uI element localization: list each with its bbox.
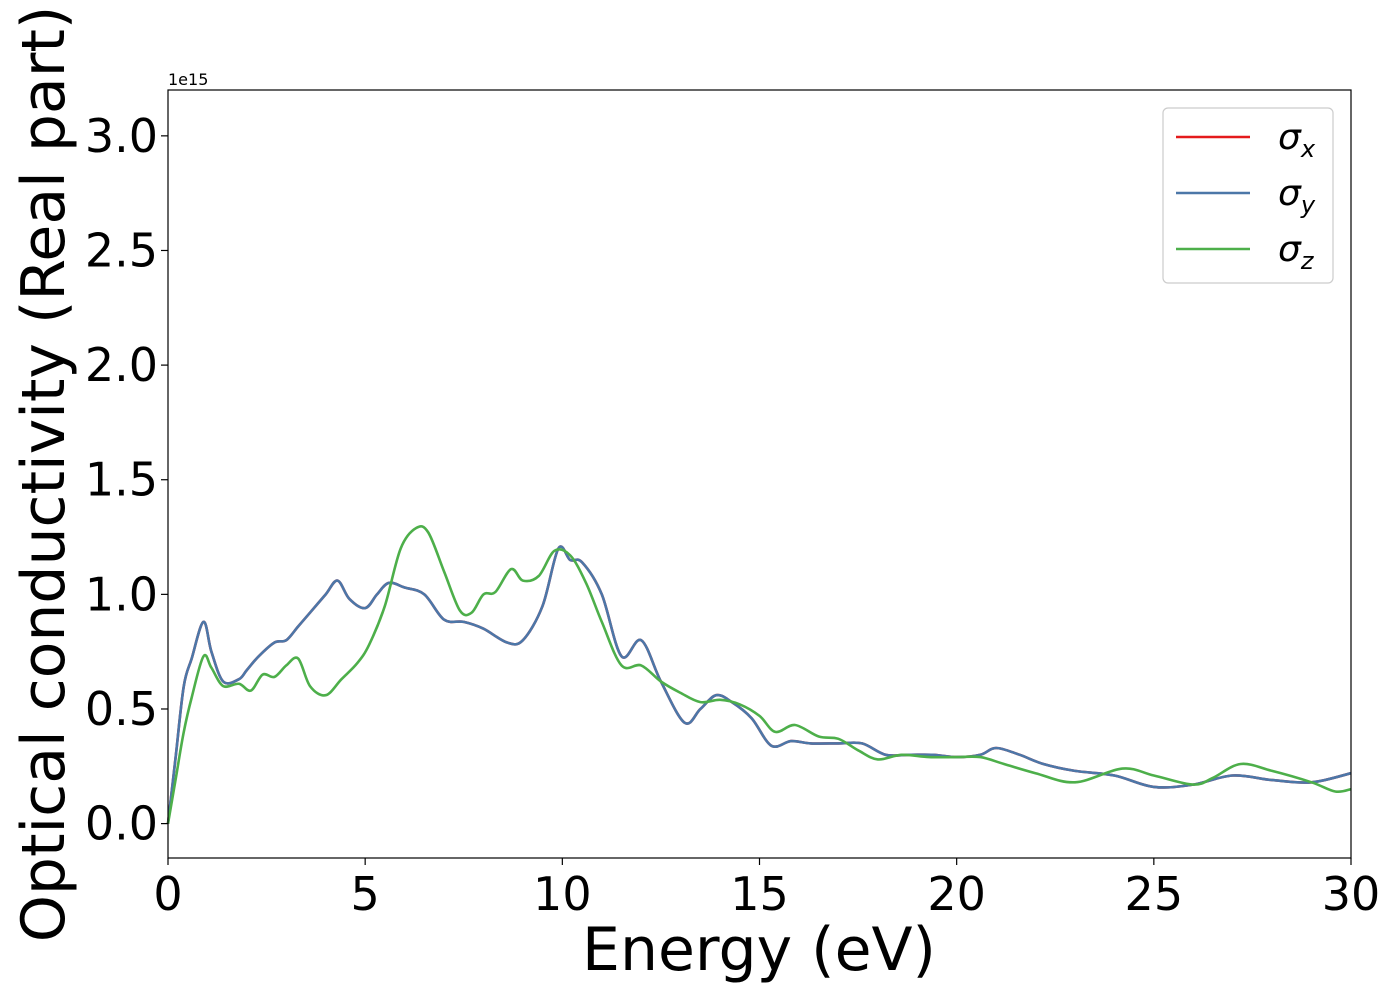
- y-axis-title: Optical conductivity (Real part): [9, 6, 79, 943]
- y-axis: 0.0 0.5 1.0 1.5 2.0 2.5 3.0: [85, 109, 168, 851]
- x-tick-label: 10: [533, 867, 592, 921]
- x-axis: 0 5 10 15 20 25 30: [153, 858, 1380, 921]
- series-layer: [166, 524, 1352, 824]
- y-tick-label: 0.0: [85, 797, 158, 851]
- y-tick-label: 2.5: [85, 223, 158, 277]
- x-tick-label: 25: [1125, 867, 1184, 921]
- x-tick-label: 0: [153, 867, 182, 921]
- y-tick-label: 2.0: [85, 338, 158, 392]
- x-axis-title: Energy (eV): [582, 915, 936, 985]
- y-tick-label: 1.5: [85, 453, 158, 507]
- y-tick-label: 0.5: [85, 682, 158, 736]
- y-tick-label: 1.0: [85, 567, 158, 621]
- series-line-x: [166, 545, 1352, 824]
- y-offset-label: 1e15: [168, 70, 208, 89]
- series-line-z: [166, 524, 1352, 824]
- x-tick-label: 20: [927, 867, 986, 921]
- series-line-y: [166, 545, 1352, 824]
- x-tick-label: 15: [730, 867, 789, 921]
- legend-box: [1162, 107, 1334, 284]
- x-tick-label: 5: [351, 867, 380, 921]
- x-tick-label: 30: [1322, 867, 1381, 921]
- y-tick-label: 3.0: [85, 109, 158, 163]
